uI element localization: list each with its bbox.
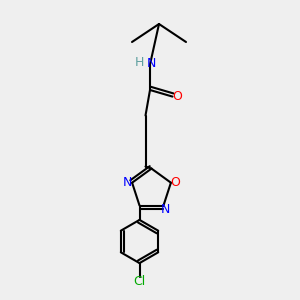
Text: Cl: Cl bbox=[134, 275, 146, 288]
Text: H: H bbox=[135, 56, 144, 69]
Text: N: N bbox=[147, 56, 156, 70]
Text: N: N bbox=[160, 202, 170, 216]
Text: N: N bbox=[123, 176, 132, 189]
Text: O: O bbox=[170, 176, 180, 189]
Text: O: O bbox=[172, 90, 182, 103]
